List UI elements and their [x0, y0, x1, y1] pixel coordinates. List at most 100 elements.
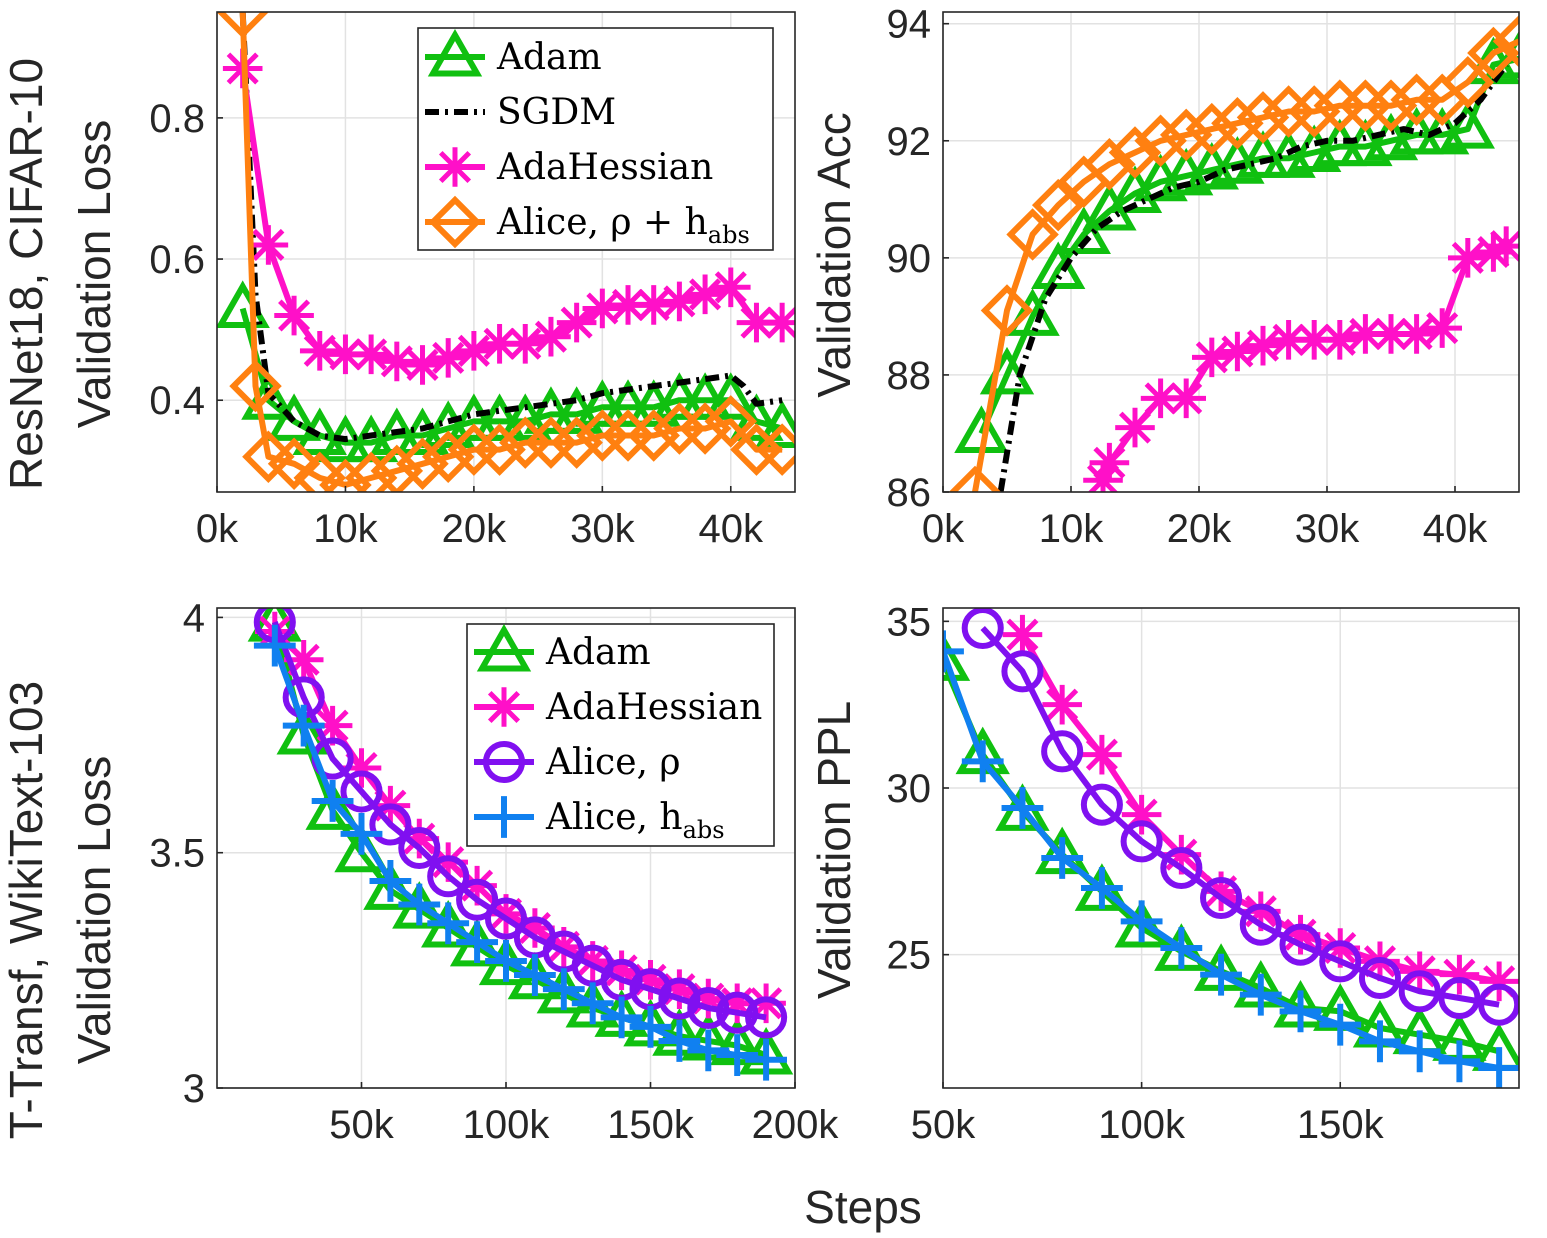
data-point-adahessian [351, 334, 391, 375]
data-point-alice [229, 359, 282, 413]
legend-item-adam: Adam [474, 623, 651, 673]
data-point-adahessian [1439, 954, 1480, 995]
data-point-alice [1441, 56, 1495, 109]
data-point-adahessian [1473, 232, 1514, 272]
data-point-adahessian [1140, 378, 1181, 419]
series-line-alice_habs [943, 650, 1500, 1071]
data-point-alice [421, 430, 475, 483]
panel-resnet-validation-acc: 0k 10k 20k 30k 40k 86 88 90 92 94 Validation Acc [808, 3, 1520, 551]
y-tick-label: 4 [183, 596, 205, 640]
data-point-alice_rho [1041, 730, 1084, 773]
data-point-alice [1364, 79, 1418, 132]
data-point-adahessian [556, 302, 597, 343]
data-point-adahessian [608, 285, 648, 325]
data-point-alice [396, 437, 449, 491]
data-point-adam [754, 400, 795, 448]
data-point-alice_rho [1239, 903, 1282, 946]
data-point-alice_habs [961, 740, 1004, 783]
data-point-alice_habs [456, 921, 498, 964]
legend-label-adahessian: AdaHessian [496, 147, 713, 188]
data-point-alice [1211, 96, 1264, 150]
data-point-alice [678, 402, 732, 455]
data-point-alice_rho [1120, 820, 1163, 863]
legend-label-sgdm: SGDM [497, 92, 616, 133]
data-point-alice_rho [1279, 923, 1322, 966]
data-point-adahessian [1240, 891, 1281, 932]
data-point-adam [677, 372, 733, 420]
data-point-adahessian [312, 705, 353, 746]
x-tick-label: 30k [570, 507, 635, 551]
data-point-alice_rho [1438, 976, 1481, 1020]
y-tick-label: 0.8 [149, 97, 205, 141]
data-point-alice_rho [961, 608, 1004, 650]
y-tick-label: 30 [887, 767, 932, 811]
data-point-adahessian [717, 983, 757, 1024]
data-point-adahessian [1294, 320, 1334, 360]
legend-top-box [417, 27, 774, 251]
data-point-alice_habs [1279, 990, 1322, 1033]
data-point-alice_rho [687, 986, 730, 1030]
y-tick-label: 0.6 [149, 238, 205, 282]
legend-item-sgdm: SGDM [425, 92, 616, 133]
row-label-resnet18-cifar10: ResNet18, CIFAR-10 [0, 58, 52, 490]
data-point-alice [1492, 15, 1519, 68]
data-point-alice [370, 444, 424, 492]
data-point-adahessian [1396, 314, 1437, 354]
data-point-alice_habs [1081, 867, 1123, 909]
xlabel-steps: Steps [804, 1181, 922, 1233]
data-point-adahessian [1486, 226, 1519, 266]
data-point-alice_rho [369, 803, 412, 846]
panel-transformer-validation-ppl: 50k 100k 150k 25 30 35 Validation PPL [808, 600, 1520, 1147]
data-point-alice_rho [1478, 983, 1519, 1026]
data-point-adahessian [1217, 331, 1258, 372]
x-tick-label: 0k [196, 507, 239, 551]
data-point-alice_habs [1359, 1020, 1401, 1063]
data-point-adahessian [1201, 871, 1241, 912]
y-tick-label: 3 [183, 1067, 205, 1111]
data-point-alice [1031, 178, 1085, 232]
data-point-adahessian [633, 285, 674, 325]
data-point-adahessian [659, 969, 700, 1009]
data-point-alice [217, 12, 269, 39]
data-point-adahessian [1320, 320, 1360, 360]
data-point-alice_habs [1319, 1003, 1362, 1046]
data-point-adahessian [1345, 314, 1386, 354]
data-point-adahessian [399, 818, 440, 859]
x-tick-label: 40k [1423, 507, 1488, 551]
data-point-adam [943, 633, 971, 681]
data-point-adahessian [688, 978, 729, 1019]
series-sgdm [997, 62, 1509, 492]
data-point-adam [1235, 130, 1291, 178]
data-point-alice [1287, 85, 1341, 138]
x-tick-label: 150k [607, 1103, 695, 1147]
series-alice [217, 12, 795, 492]
data-point-adam [446, 393, 502, 441]
data-point-adam [703, 372, 758, 420]
data-point-adam [600, 379, 656, 427]
data-point-alice_habs [398, 883, 441, 926]
data-point-alice [1006, 208, 1059, 261]
data-point-adahessian [428, 842, 468, 882]
data-point-adam [652, 372, 707, 420]
y-tick-label: 35 [887, 600, 932, 644]
data-point-alice_habs [1200, 953, 1242, 996]
series-line-sgdm [997, 62, 1509, 492]
legend-label-adam: Adam [545, 632, 651, 673]
y-tick-label: 92 [887, 120, 932, 164]
data-point-alice_rho [1080, 783, 1123, 826]
data-point-alice [1236, 91, 1290, 144]
data-point-alice [980, 284, 1034, 337]
data-point-adahessian [572, 941, 613, 981]
data-point-adahessian [659, 281, 700, 322]
y-tick-label: 3.5 [149, 832, 205, 876]
ylabel-validation-ppl: Validation PPL [808, 701, 860, 999]
data-point-alice_rho [340, 770, 383, 813]
data-point-alice [627, 409, 680, 462]
data-point-alice_rho [1200, 876, 1243, 920]
legend-marker-adahessian [435, 147, 475, 187]
data-point-alice_habs [1120, 900, 1163, 943]
data-point-adahessian [1479, 961, 1519, 1002]
data-point-alice_habs [1041, 837, 1084, 879]
series-line-adahessian [1100, 243, 1508, 482]
